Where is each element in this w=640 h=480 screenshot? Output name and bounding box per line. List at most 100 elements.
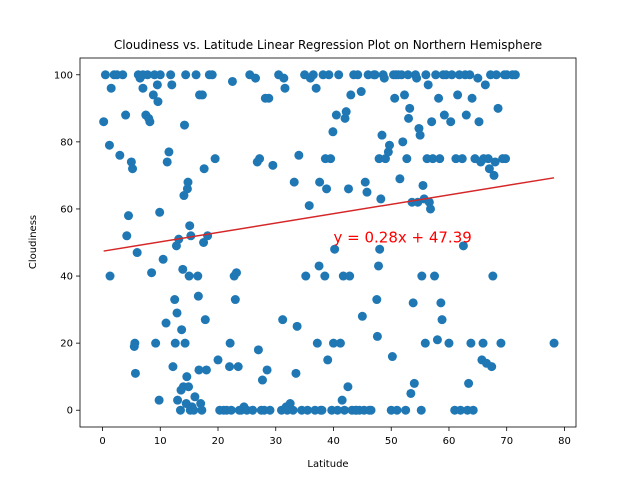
- data-point-84: [210, 154, 220, 164]
- data-point-94: [230, 295, 240, 305]
- data-point-208: [404, 113, 414, 123]
- x-axis-label: Latitude: [307, 459, 348, 470]
- data-point-229: [427, 117, 437, 127]
- data-point-271: [487, 362, 497, 372]
- data-point-79: [200, 315, 210, 325]
- regression-line: [103, 177, 555, 252]
- data-point-261: [474, 117, 484, 127]
- x-tick-label-10: 10: [154, 436, 167, 447]
- data-point-35: [158, 254, 168, 264]
- data-point-239: [439, 110, 449, 120]
- data-point-65: [186, 231, 196, 241]
- data-point-150: [328, 127, 338, 137]
- data-point-232: [431, 70, 441, 80]
- data-point-108: [257, 375, 267, 385]
- data-point-85: [213, 355, 223, 365]
- data-point-170: [353, 70, 363, 80]
- x-tick-label-30: 30: [269, 436, 282, 447]
- y-tick-label-100: 100: [54, 70, 73, 81]
- data-point-34: [155, 70, 165, 80]
- data-point-213: [409, 378, 419, 388]
- data-point-92: [227, 76, 237, 86]
- data-point-191: [380, 154, 390, 164]
- data-point-112: [264, 93, 274, 103]
- data-point-72: [194, 365, 204, 375]
- data-point-50: [177, 325, 187, 335]
- chart-title: Cloudiness vs. Latitude Linear Regressio…: [114, 38, 542, 52]
- data-point-130: [301, 271, 311, 281]
- data-point-153: [331, 110, 341, 120]
- data-point-103: [251, 73, 261, 83]
- data-point-41: [168, 362, 178, 372]
- data-point-61: [184, 382, 194, 392]
- data-point-131: [303, 405, 312, 415]
- data-point-105: [253, 345, 263, 355]
- data-point-7: [115, 150, 125, 160]
- data-point-4: [105, 271, 115, 281]
- plot-area: [79, 57, 577, 428]
- data-point-162: [343, 382, 353, 392]
- data-point-21: [138, 83, 148, 93]
- data-point-46: [173, 395, 183, 405]
- data-point-124: [289, 177, 299, 187]
- data-point-160: [340, 113, 350, 123]
- data-point-269: [484, 164, 494, 174]
- data-point-114: [268, 160, 278, 170]
- data-point-219: [416, 405, 426, 415]
- data-point-159: [339, 405, 349, 415]
- data-point-190: [379, 73, 389, 83]
- plot-frame: [79, 57, 577, 428]
- data-point-272: [488, 271, 498, 281]
- data-point-16: [130, 368, 140, 378]
- data-point-217: [414, 123, 424, 133]
- data-point-231: [430, 271, 440, 281]
- data-point-193: [384, 140, 394, 150]
- regression-equation: y = 0.28x + 47.39: [333, 229, 471, 247]
- data-point-184: [374, 261, 384, 271]
- data-point-245: [451, 154, 461, 164]
- y-tick-label-40: 40: [60, 272, 73, 283]
- data-point-15: [130, 338, 140, 348]
- data-point-158: [338, 271, 348, 281]
- data-point-1: [100, 70, 110, 80]
- data-point-32: [154, 395, 164, 405]
- data-point-283: [510, 70, 520, 80]
- data-point-256: [466, 338, 476, 348]
- data-point-27: [148, 90, 158, 100]
- data-point-163: [344, 184, 353, 194]
- data-point-266: [480, 80, 490, 90]
- data-point-13: [128, 164, 138, 174]
- data-point-260: [473, 73, 483, 83]
- data-point-118: [279, 73, 289, 83]
- data-point-25: [145, 117, 155, 127]
- data-point-69: [191, 70, 201, 80]
- data-point-26: [147, 268, 157, 278]
- data-point-280: [501, 154, 511, 164]
- data-point-181: [370, 70, 380, 80]
- data-point-138: [314, 261, 324, 271]
- data-point-83: [207, 70, 217, 80]
- y-axis-label: Cloudiness: [28, 215, 39, 269]
- data-point-257: [467, 93, 477, 103]
- data-point-172: [356, 87, 366, 97]
- data-point-55: [180, 338, 190, 348]
- data-point-132: [304, 201, 314, 211]
- data-point-246: [453, 90, 463, 100]
- data-point-182: [372, 295, 382, 305]
- data-point-53: [179, 191, 189, 201]
- data-point-147: [324, 70, 334, 80]
- data-point-11: [124, 211, 133, 221]
- data-point-197: [390, 93, 400, 103]
- x-tick-label-80: 80: [558, 436, 571, 447]
- data-point-137: [312, 338, 322, 348]
- data-point-68: [190, 392, 200, 402]
- data-point-254: [464, 378, 474, 388]
- data-point-241: [444, 338, 454, 348]
- data-point-39: [166, 70, 176, 80]
- data-point-43: [170, 338, 180, 348]
- data-point-76: [197, 90, 207, 100]
- data-point-63: [185, 221, 195, 231]
- data-point-62: [184, 271, 194, 281]
- data-point-264: [478, 338, 488, 348]
- data-point-146: [323, 355, 333, 365]
